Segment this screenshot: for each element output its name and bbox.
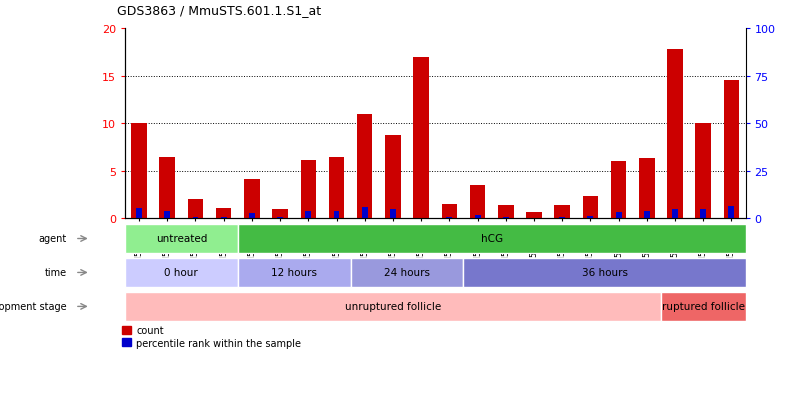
Bar <box>463 259 746 287</box>
Bar <box>125 225 238 253</box>
Bar <box>661 292 746 321</box>
Bar <box>639 159 654 219</box>
Bar <box>125 259 238 287</box>
Bar <box>160 158 175 219</box>
Bar <box>351 259 463 287</box>
Bar <box>470 186 485 219</box>
Text: GDS3863 / MmuSTS.601.1.S1_at: GDS3863 / MmuSTS.601.1.S1_at <box>117 4 321 17</box>
Bar <box>644 211 650 219</box>
Bar <box>131 124 147 219</box>
Bar <box>616 213 621 219</box>
Bar <box>559 217 565 219</box>
Bar <box>385 135 401 219</box>
Bar <box>362 208 368 219</box>
Bar <box>221 217 226 219</box>
Bar <box>729 206 734 219</box>
Bar <box>672 210 678 219</box>
Bar <box>555 206 570 219</box>
Bar <box>413 57 429 219</box>
Bar <box>272 209 288 219</box>
Bar <box>164 212 170 219</box>
Bar <box>238 259 351 287</box>
Bar <box>136 209 142 219</box>
Text: 24 hours: 24 hours <box>384 268 430 278</box>
Text: 36 hours: 36 hours <box>581 268 628 278</box>
Bar <box>700 209 706 219</box>
Bar <box>329 158 344 219</box>
Bar <box>503 217 509 219</box>
Bar <box>334 211 339 219</box>
Bar <box>588 216 593 219</box>
Bar <box>696 124 711 219</box>
Bar <box>418 218 424 219</box>
Bar <box>390 209 396 219</box>
Text: 12 hours: 12 hours <box>271 268 318 278</box>
Legend: count, percentile rank within the sample: count, percentile rank within the sample <box>122 325 301 348</box>
Bar <box>667 50 683 219</box>
Bar <box>475 215 480 219</box>
Bar <box>277 217 283 219</box>
Bar <box>531 218 537 219</box>
Text: untreated: untreated <box>156 234 207 244</box>
Text: agent: agent <box>38 234 66 244</box>
Bar <box>583 196 598 219</box>
Bar <box>611 162 626 219</box>
Bar <box>305 212 311 219</box>
Bar <box>442 205 457 219</box>
Bar <box>244 180 260 219</box>
Text: hCG: hCG <box>480 234 503 244</box>
Bar <box>249 213 255 219</box>
Bar <box>526 212 542 219</box>
Bar <box>238 225 746 253</box>
Bar <box>724 81 739 219</box>
Bar <box>498 206 513 219</box>
Text: time: time <box>44 268 66 278</box>
Text: unruptured follicle: unruptured follicle <box>345 301 441 312</box>
Bar <box>216 209 231 219</box>
Bar <box>301 161 316 219</box>
Text: 0 hour: 0 hour <box>164 268 198 278</box>
Text: ruptured follicle: ruptured follicle <box>662 301 745 312</box>
Bar <box>447 218 452 219</box>
Bar <box>188 200 203 219</box>
Bar <box>125 292 661 321</box>
Text: development stage: development stage <box>0 301 66 312</box>
Bar <box>193 217 198 219</box>
Bar <box>357 114 372 219</box>
